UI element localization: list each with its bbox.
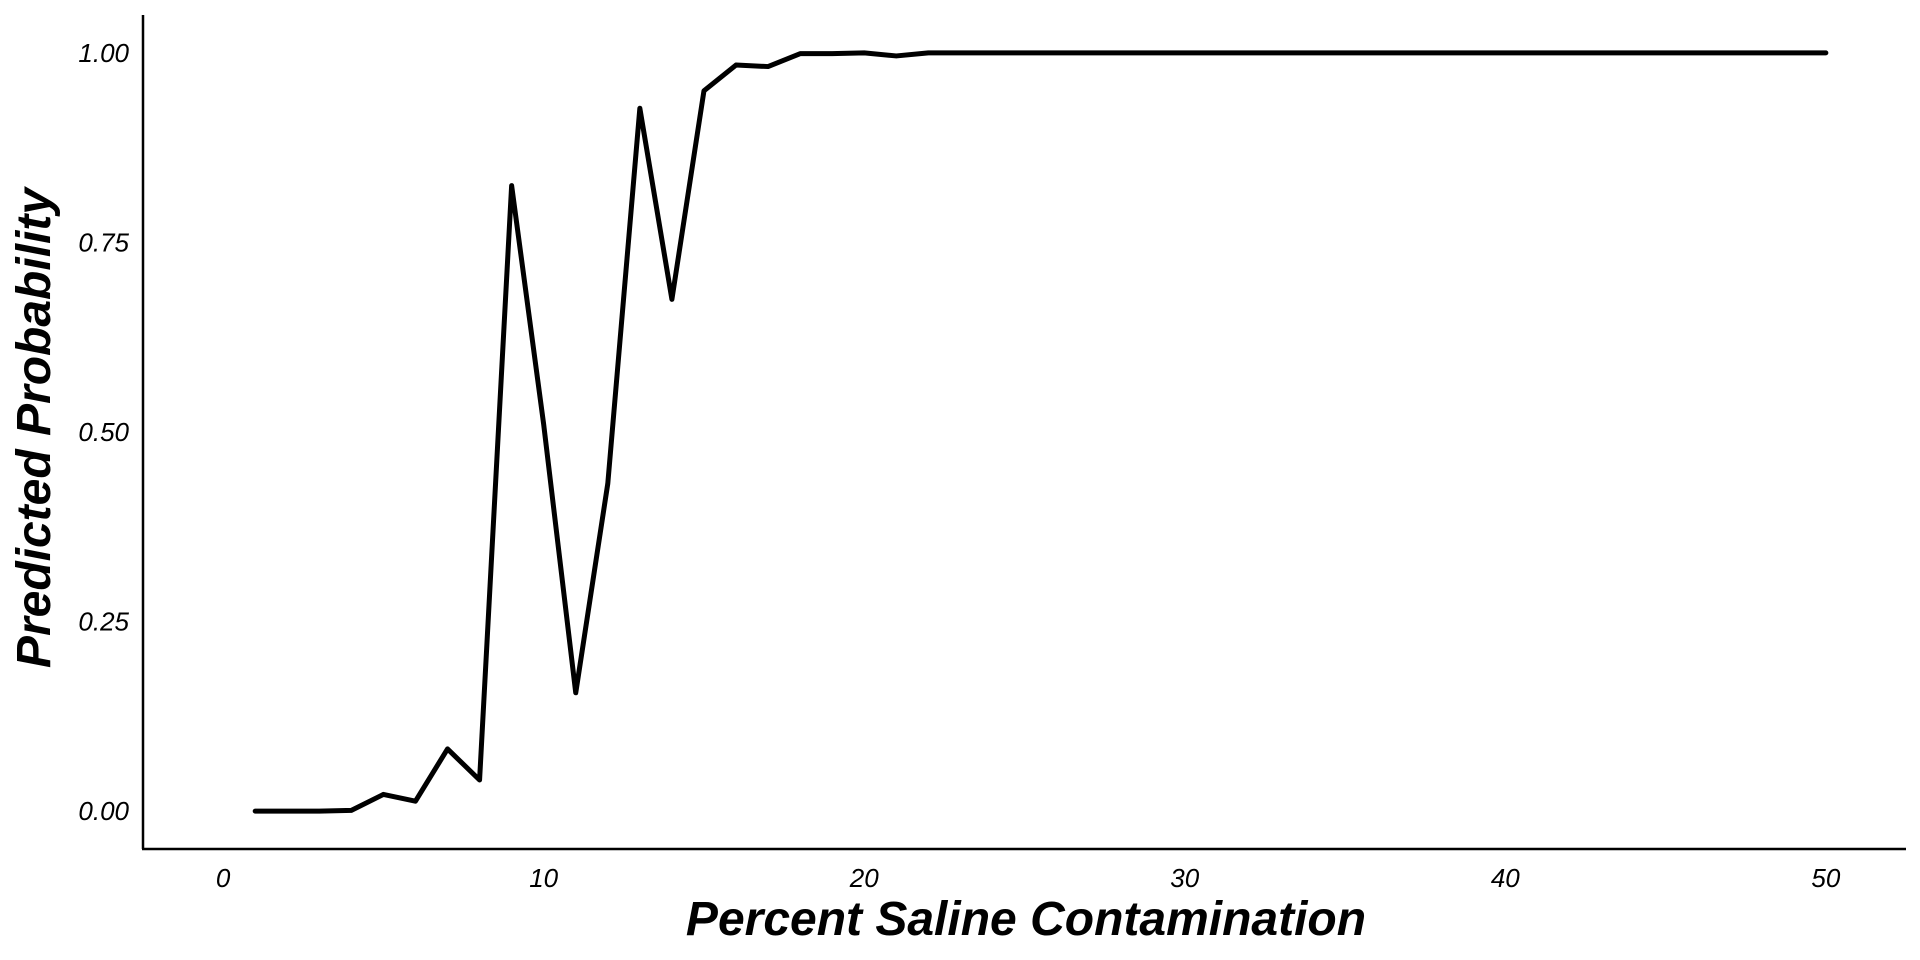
- series-line: [252, 50, 1829, 814]
- y-tick-label: 0.75: [78, 227, 129, 257]
- x-tick-labels: 0 10 20 30 40 50: [216, 863, 1841, 893]
- x-tick-label: 0: [216, 863, 231, 893]
- x-tick-label: 50: [1811, 863, 1840, 893]
- y-tick-label: 1.00: [78, 38, 129, 68]
- x-tick-label: 10: [529, 863, 558, 893]
- x-tick-label: 40: [1491, 863, 1520, 893]
- series-layer: [252, 50, 1829, 814]
- y-axis-title: Predicted Probability: [8, 186, 61, 668]
- y-tick-label: 0.25: [78, 607, 129, 637]
- y-tick-labels: 0.00 0.25 0.50 0.75 1.00: [78, 38, 129, 826]
- x-tick-label: 20: [849, 863, 879, 893]
- x-axis-title: Percent Saline Contamination: [686, 893, 1366, 946]
- y-tick-label: 0.50: [78, 417, 129, 447]
- x-tick-label: 30: [1170, 863, 1199, 893]
- y-tick-label: 0.00: [78, 796, 129, 826]
